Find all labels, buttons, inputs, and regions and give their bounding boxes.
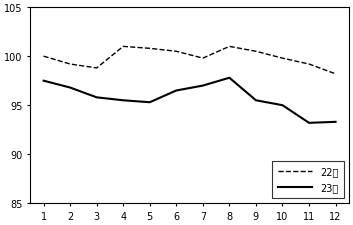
23年: [95, 97, 99, 99]
22年: [254, 51, 258, 53]
23年: [334, 121, 338, 124]
23年: [121, 99, 125, 102]
23年: [227, 77, 232, 80]
22年: [41, 56, 46, 58]
22年: [174, 51, 178, 53]
23年: [41, 80, 46, 83]
Line: 22年: 22年: [43, 47, 336, 74]
22年: [68, 63, 72, 66]
23年: [307, 122, 311, 125]
22年: [227, 46, 232, 49]
23年: [280, 104, 285, 107]
22年: [280, 58, 285, 60]
23年: [174, 90, 178, 92]
Line: 23年: 23年: [43, 78, 336, 123]
23年: [148, 101, 152, 104]
22年: [95, 67, 99, 70]
23年: [68, 87, 72, 90]
22年: [307, 63, 311, 66]
22年: [201, 58, 205, 60]
22年: [121, 46, 125, 49]
22年: [334, 73, 338, 76]
Legend: 22年, 23年: 22年, 23年: [272, 161, 344, 198]
23年: [201, 85, 205, 88]
22年: [148, 48, 152, 50]
23年: [254, 99, 258, 102]
